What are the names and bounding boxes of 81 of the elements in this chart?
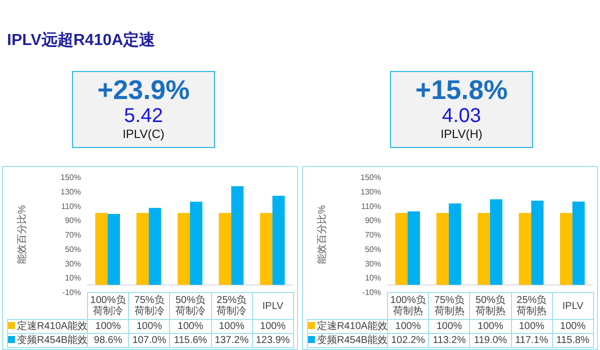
legend-label: 定速R410A能效 <box>317 321 388 332</box>
y-tick-label: -10% <box>62 288 81 297</box>
x-tick-label: 25%负荷制热 <box>511 292 552 320</box>
y-tick-label: 110% <box>361 202 381 211</box>
legend-label: 变频R454B能效 <box>17 335 88 346</box>
data-label: 119.0% <box>470 334 512 348</box>
text: +23.9% <box>96 75 191 105</box>
bar <box>272 196 285 285</box>
data-label: 100% <box>128 320 170 334</box>
text: IPLV(C) <box>122 127 166 141</box>
y-tick-label: 90% <box>364 216 381 226</box>
data-label: 100% <box>88 320 129 334</box>
data-label: 100% <box>428 320 470 334</box>
bar <box>231 186 244 285</box>
y-tick-label: 130% <box>360 187 381 196</box>
bar <box>531 200 544 285</box>
x-tick-label: 50%负荷制热 <box>470 292 512 320</box>
data-label: 100% <box>388 320 429 334</box>
y-tick-label: 10% <box>364 274 381 283</box>
x-tick-label: 100%负荷制冷 <box>88 292 129 320</box>
bar <box>408 211 420 285</box>
y-tick-label: 150% <box>360 173 381 182</box>
text: 5.42 <box>123 105 164 127</box>
bar <box>95 212 108 285</box>
data-label: 107.0% <box>128 334 170 348</box>
legend-label: 定速R410A能效 <box>17 321 88 332</box>
bar <box>190 202 202 285</box>
bar <box>148 208 162 285</box>
y-tick-label: 130% <box>60 187 81 196</box>
data-label: 100% <box>511 320 552 334</box>
x-tick-label: IPLV <box>552 292 594 320</box>
text: IPLV远超R410A定速 <box>7 30 156 51</box>
data-label: 100% <box>252 320 294 334</box>
x-tick-label: 50%负荷制冷 <box>170 292 212 320</box>
y-tick-label: 110% <box>61 202 81 211</box>
bar <box>108 214 120 285</box>
y-tick-label: 50% <box>364 244 381 254</box>
bar <box>136 212 149 285</box>
bar <box>218 212 232 285</box>
bar <box>572 202 585 285</box>
y-axis-title: 能效百分比% <box>16 204 28 264</box>
data-label: 123.9% <box>252 334 294 348</box>
x-tick-label: 75%负荷制冷 <box>128 292 170 320</box>
bar <box>260 212 272 285</box>
data-label: 137.2% <box>211 334 252 348</box>
bar <box>518 212 532 285</box>
y-tick-label: 30% <box>364 259 381 268</box>
data-label: 113.2% <box>428 334 470 348</box>
x-tick-label: IPLV <box>252 292 294 320</box>
text: 4.03 <box>441 105 482 127</box>
bar <box>436 212 449 285</box>
data-label: 117.1% <box>511 334 552 348</box>
bar <box>560 212 572 285</box>
data-label: 115.8% <box>552 334 594 348</box>
bar <box>395 212 408 285</box>
y-tick-label: -10% <box>362 288 381 297</box>
data-label: 100% <box>470 320 512 334</box>
bar <box>448 203 462 285</box>
text: IPLV(H) <box>440 127 484 141</box>
y-axis-title: 能效百分比% <box>316 204 328 264</box>
x-tick-label: 75%负荷制热 <box>428 292 470 320</box>
data-label: 102.2% <box>388 334 429 348</box>
y-tick-label: 50% <box>64 244 81 254</box>
data-label: 115.6% <box>170 334 212 348</box>
bar <box>478 212 490 285</box>
y-tick-label: 10% <box>64 274 81 283</box>
y-tick-label: 150% <box>60 173 81 182</box>
x-tick-label: 100%负荷制热 <box>388 292 429 320</box>
y-tick-label: 30% <box>64 259 81 268</box>
y-tick-label: 70% <box>64 230 81 240</box>
data-label: 98.6% <box>88 334 129 348</box>
text: +15.8% <box>414 75 509 105</box>
bar <box>490 199 502 285</box>
bar <box>178 212 190 285</box>
data-label: 100% <box>552 320 594 334</box>
legend-label: 变频R454B能效 <box>317 335 388 346</box>
data-label: 100% <box>170 320 212 334</box>
x-tick-label: 25%负荷制冷 <box>211 292 252 320</box>
y-tick-label: 90% <box>64 216 81 226</box>
data-label: 100% <box>211 320 252 334</box>
y-tick-label: 70% <box>364 230 381 240</box>
